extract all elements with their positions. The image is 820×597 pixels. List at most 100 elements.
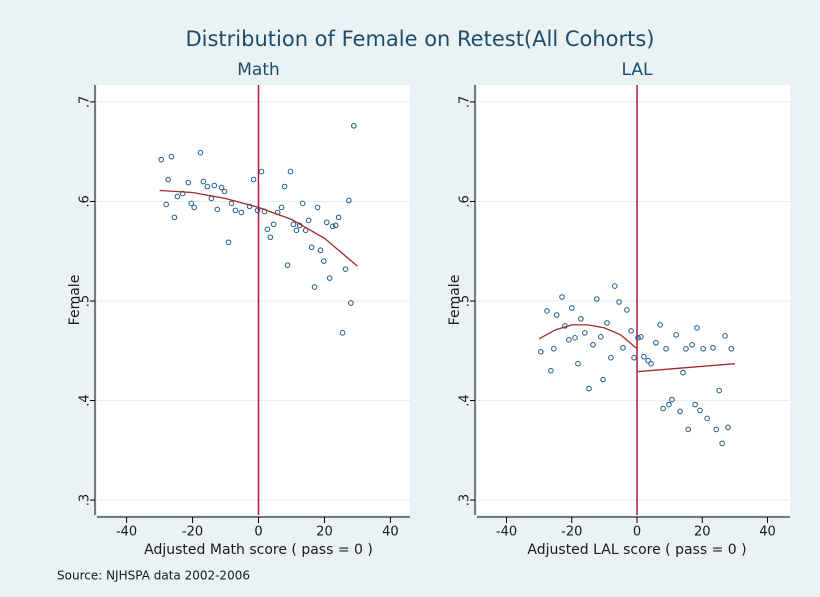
point	[204, 183, 211, 190]
point	[200, 178, 207, 185]
plot-area	[97, 85, 410, 515]
point	[281, 183, 288, 190]
point	[317, 247, 324, 254]
point	[163, 201, 169, 208]
y-tick-label: .6	[78, 195, 93, 207]
point	[228, 200, 235, 207]
point	[624, 307, 630, 313]
point	[663, 345, 669, 352]
point	[566, 337, 572, 343]
point	[250, 176, 257, 183]
x-tick-label: -40	[116, 525, 137, 540]
point	[348, 300, 354, 306]
point	[716, 387, 723, 394]
point	[704, 415, 710, 422]
x-tick-label: 20	[694, 525, 711, 540]
x-tick-label: 40	[759, 525, 776, 540]
point	[653, 340, 659, 346]
fit-line	[159, 189, 358, 267]
x-axis-title: Adjusted LAL score ( pass = 0 )	[527, 542, 746, 558]
point	[719, 440, 725, 447]
point	[326, 275, 333, 281]
point	[267, 234, 274, 241]
point	[657, 322, 663, 328]
point	[293, 227, 300, 234]
point	[600, 376, 606, 383]
y-tick-label: .6	[458, 195, 473, 207]
point	[673, 332, 679, 338]
point	[225, 239, 232, 246]
point	[185, 179, 192, 186]
point	[258, 168, 265, 175]
point	[635, 335, 641, 341]
y-tick-label: .3	[458, 494, 473, 506]
point	[578, 316, 584, 322]
x-axis-title: Adjusted Math score ( pass = 0 )	[144, 542, 373, 558]
point	[278, 204, 285, 211]
point	[335, 214, 342, 221]
point	[568, 305, 575, 311]
y-tick-label: .5	[458, 295, 473, 307]
point	[323, 219, 330, 226]
point	[631, 354, 637, 361]
point	[648, 360, 654, 367]
y-tick-label: .7	[458, 96, 473, 108]
point	[311, 284, 318, 290]
point	[290, 221, 297, 228]
point	[174, 193, 181, 200]
point	[677, 408, 683, 415]
point	[305, 217, 312, 224]
point	[171, 214, 178, 221]
x-tick-label: 0	[254, 525, 262, 540]
panel-title: LAL	[622, 60, 653, 80]
point	[284, 262, 291, 268]
point	[168, 153, 175, 160]
point	[697, 407, 703, 414]
x-tick-label: 0	[633, 525, 641, 540]
point	[612, 283, 618, 289]
point	[179, 190, 186, 197]
point	[232, 207, 239, 214]
point	[728, 345, 735, 352]
point	[191, 204, 197, 211]
point	[692, 401, 698, 408]
y-tick-label: .3	[78, 494, 93, 506]
point	[594, 296, 600, 302]
point	[722, 333, 728, 339]
point	[197, 149, 204, 156]
point	[685, 426, 692, 433]
point	[551, 345, 557, 352]
point	[725, 424, 731, 431]
point	[246, 203, 253, 210]
point	[238, 209, 245, 216]
point	[689, 341, 695, 348]
x-tick-label: -40	[496, 525, 517, 540]
point	[188, 200, 195, 207]
point	[590, 341, 596, 348]
point	[221, 188, 228, 195]
y-tick-label: .4	[78, 394, 93, 406]
point	[597, 334, 604, 340]
source-note: Source: NJHSPA data 2002-2006	[57, 569, 250, 583]
point	[254, 207, 261, 214]
point	[320, 258, 327, 264]
point	[548, 367, 554, 374]
point	[713, 426, 720, 433]
point	[211, 182, 218, 189]
point	[575, 360, 581, 367]
point	[332, 222, 339, 229]
point	[308, 244, 315, 251]
point	[158, 156, 165, 163]
fit-line	[538, 324, 735, 373]
point	[339, 330, 346, 336]
point	[537, 348, 544, 355]
point	[660, 405, 666, 412]
point	[710, 344, 716, 351]
point	[214, 206, 221, 213]
point	[582, 330, 588, 336]
point	[165, 176, 171, 183]
point	[666, 401, 672, 408]
x-tick-label: -20	[182, 525, 203, 540]
point	[669, 396, 675, 403]
